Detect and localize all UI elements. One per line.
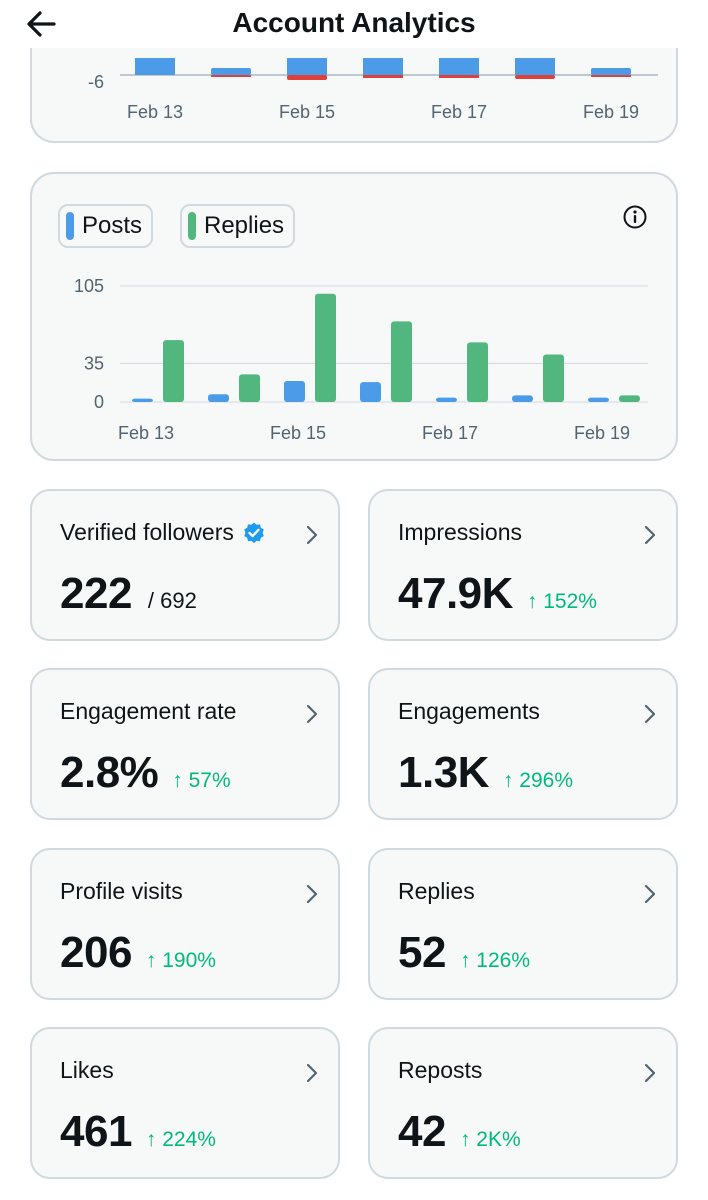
top-bar-negative [287,75,327,80]
bar-posts-feb-19 [588,397,609,402]
top-bar-negative [211,75,251,77]
top-bar [439,58,479,75]
chevron-right-icon [306,884,318,904]
x-tick-label: Feb 19 [574,423,630,443]
metric-engagement-rate[interactable]: Engagement rate 2.8% ↑ 57% [30,668,340,820]
bar-posts-feb-13 [132,398,153,402]
metric-label: Engagements [398,698,540,724]
chevron-right-icon [306,704,318,724]
top-bar-negative [439,75,479,78]
back-arrow-icon[interactable] [24,6,60,42]
metric-value: 47.9K [398,569,513,618]
legend-posts-label: Posts [82,212,143,239]
top-bar [211,68,251,75]
top-bar [135,58,175,75]
metric-value: 222 [60,569,132,618]
top-bar-negative [591,75,631,77]
posts-replies-bar-chart: 105 35 0 Feb 13 Feb 15 Feb 17 Feb 19 [74,276,648,443]
posts-swatch-icon [66,212,74,240]
metric-change: ↑ 296% [502,769,573,792]
legend-posts[interactable]: Posts [58,204,154,248]
x-tick-label: Feb 15 [279,102,335,122]
posts-replies-chart-card: Posts Replies 105 35 0 Feb 13 Feb 15 Feb 17 Fe… [30,172,678,461]
top-bar [591,68,631,75]
chevron-right-icon [306,1063,318,1083]
bar-replies-feb-16 [391,321,412,402]
x-tick-label: Feb 19 [583,102,639,122]
y-tick-label: -6 [88,72,104,92]
x-tick-label: Feb 13 [127,102,183,122]
y-tick-label: 35 [84,353,104,373]
x-tick-label: Feb 15 [270,423,326,443]
bar-replies-feb-14 [239,374,260,402]
x-tick-label: Feb 17 [431,102,487,122]
metric-change: ↑ 190% [145,949,216,972]
x-tick-label: Feb 13 [118,423,174,443]
metric-label: Reposts [398,1057,483,1083]
legend-replies[interactable]: Replies [180,204,296,248]
replies-swatch-icon [188,212,196,240]
bar-posts-feb-18 [512,395,533,402]
net-followers-chart: -6 Feb 13 Feb 15 Feb 17 Feb 19 [88,58,658,122]
chevron-right-icon [306,525,318,545]
x-tick-label: Feb 17 [422,423,478,443]
y-tick-label: 0 [94,392,104,412]
metric-change: ↑ 126% [459,949,530,972]
metric-label: Likes [60,1057,114,1083]
page-title: Account Analytics [232,7,476,38]
metric-value: 1.3K [398,748,489,797]
top-bar [287,58,327,75]
bar-posts-feb-16 [360,382,381,402]
top-bar-negative [363,75,403,78]
chevron-right-icon [644,1063,656,1083]
top-bar-negative [515,75,555,79]
metric-change: ↑ 224% [145,1128,216,1151]
bar-posts-feb-15 [284,381,305,402]
bar-replies-feb-19 [619,395,640,402]
y-tick-label: 105 [74,276,104,296]
chevron-right-icon [644,884,656,904]
chevron-right-icon [644,704,656,724]
metric-label: Profile visits [60,878,183,904]
bar-replies-feb-18 [543,354,564,402]
bar-replies-feb-17 [467,342,488,402]
metric-likes[interactable]: Likes 461 ↑ 224% [30,1027,340,1179]
metric-change: ↑ 2K% [459,1128,521,1151]
info-icon[interactable] [622,204,648,230]
metric-replies[interactable]: Replies 52 ↑ 126% [368,848,678,1000]
metric-profile-visits[interactable]: Profile visits 206 ↑ 190% [30,848,340,1000]
verified-badge-icon [244,522,264,543]
metric-value: 206 [60,928,132,977]
metric-label: Verified followers [60,519,234,545]
bar-replies-feb-13 [163,340,184,402]
metric-value: 2.8% [60,748,159,797]
metric-engagements[interactable]: Engagements 1.3K ↑ 296% [368,668,678,820]
chevron-right-icon [644,525,656,545]
app-header: Account Analytics [0,0,708,48]
metric-total: / 692 [147,588,197,613]
metric-label: Engagement rate [60,698,237,724]
top-bar [363,58,403,75]
bar-posts-feb-17 [436,397,457,402]
metric-label: Replies [398,878,475,904]
bar-replies-feb-15 [315,293,336,402]
top-bar [515,58,555,75]
bar-posts-feb-14 [208,394,229,402]
metric-impressions[interactable]: Impressions 47.9K ↑ 152% [368,489,678,641]
legend-replies-label: Replies [204,212,285,239]
metric-change: ↑ 57% [172,769,231,792]
metric-reposts[interactable]: Reposts 42 ↑ 2K% [368,1027,678,1179]
metric-label: Impressions [398,519,522,545]
metric-value: 461 [60,1107,132,1156]
metric-verified-followers[interactable]: Verified followers 222 / 692 [30,489,340,641]
metric-value: 52 [398,928,446,977]
metric-value: 42 [398,1107,446,1156]
metric-change: ↑ 152% [526,590,597,613]
